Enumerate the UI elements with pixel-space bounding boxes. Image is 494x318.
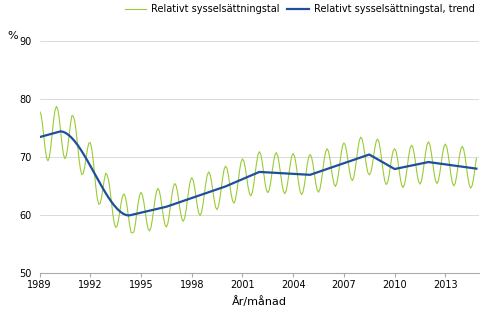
Relativt sysselsättningstal: [90, 157, 96, 161]
Relativt sysselsättningstal, trend: [152, 207, 158, 211]
Y-axis label: %: %: [8, 31, 18, 41]
Relativt sysselsättningstal: [382, 179, 388, 183]
Relativt sysselsättningstal, trend: [225, 183, 231, 187]
Relativt sysselsättningstal, trend: [37, 135, 42, 139]
Relativt sysselsättningstal, trend: [231, 181, 237, 185]
Line: Relativt sysselsättningstal, trend: Relativt sysselsättningstal, trend: [40, 131, 476, 215]
Relativt sysselsättningstal: [53, 104, 59, 108]
Relativt sysselsättningstal, trend: [58, 129, 64, 133]
Relativt sysselsättningstal: [129, 231, 135, 235]
Relativt sysselsättningstal: [473, 156, 479, 160]
X-axis label: År/månad: År/månad: [232, 296, 287, 307]
Relativt sysselsättningstal: [225, 173, 231, 177]
Relativt sysselsättningstal: [355, 146, 361, 150]
Relativt sysselsättningstal, trend: [473, 167, 479, 170]
Relativt sysselsättningstal, trend: [355, 156, 361, 160]
Relativt sysselsättningstal, trend: [125, 213, 131, 217]
Relativt sysselsättningstal: [37, 109, 42, 113]
Relativt sysselsättningstal: [231, 201, 237, 205]
Legend: Relativt sysselsättningstal, Relativt sysselsättningstal, trend: Relativt sysselsättningstal, Relativt sy…: [125, 4, 474, 14]
Relativt sysselsättningstal, trend: [90, 169, 96, 173]
Line: Relativt sysselsättningstal: Relativt sysselsättningstal: [40, 106, 476, 233]
Relativt sysselsättningstal: [152, 197, 158, 201]
Relativt sysselsättningstal, trend: [382, 162, 388, 165]
